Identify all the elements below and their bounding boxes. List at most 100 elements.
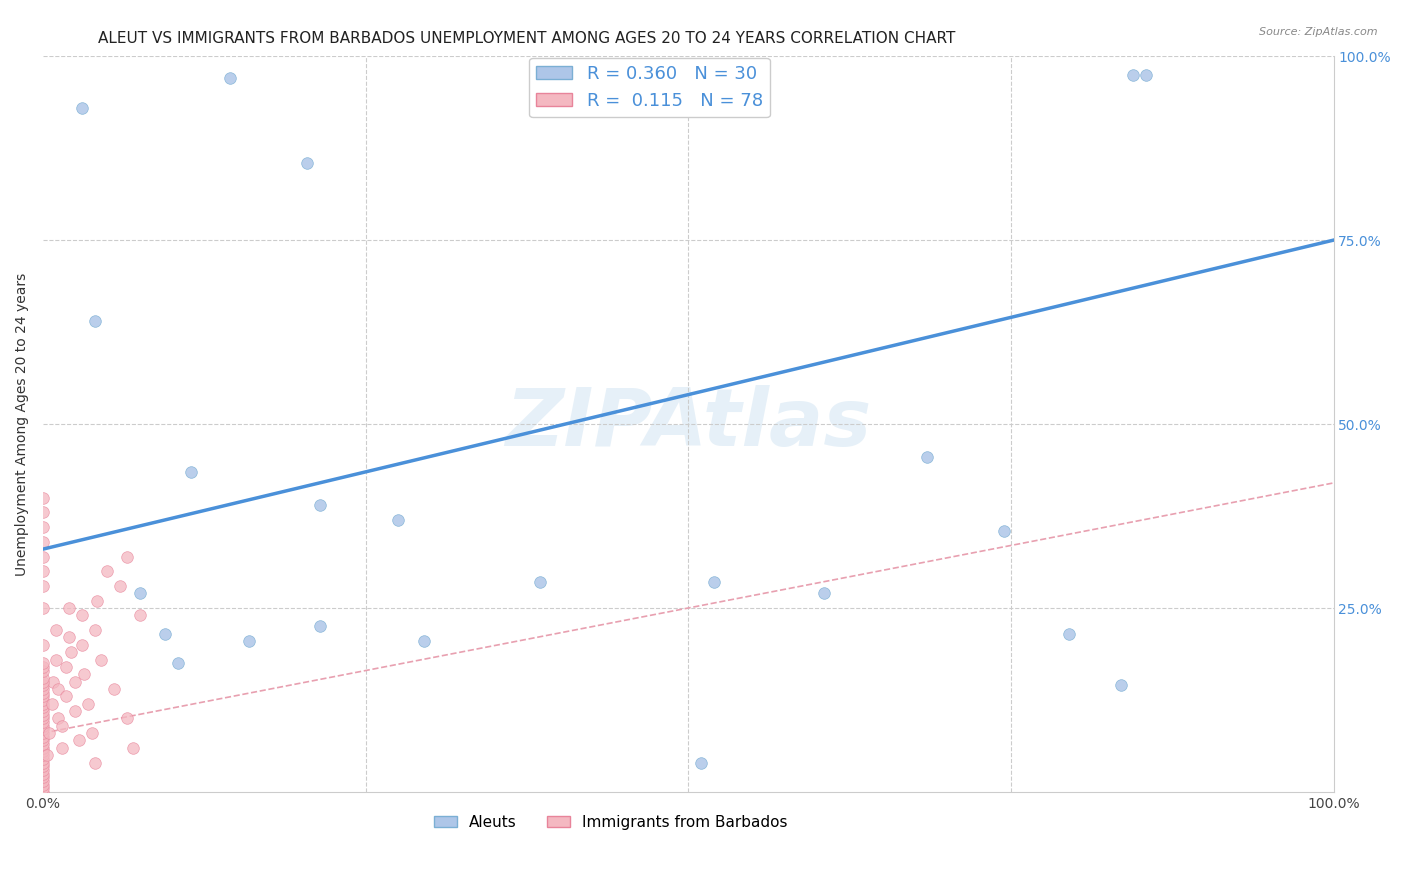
Point bbox=[309, 619, 332, 633]
Point bbox=[32, 763, 55, 777]
Point bbox=[238, 634, 260, 648]
Point bbox=[32, 678, 55, 692]
Point bbox=[67, 733, 90, 747]
Point bbox=[32, 549, 55, 564]
Point bbox=[32, 785, 55, 799]
Point bbox=[32, 700, 55, 714]
Point bbox=[167, 656, 190, 670]
Point bbox=[32, 704, 55, 718]
Point bbox=[32, 714, 55, 729]
Text: Source: ZipAtlas.com: Source: ZipAtlas.com bbox=[1260, 27, 1378, 37]
Point bbox=[77, 697, 100, 711]
Point bbox=[993, 524, 1015, 538]
Point bbox=[813, 586, 835, 600]
Point bbox=[32, 664, 55, 678]
Point bbox=[48, 681, 70, 696]
Point bbox=[309, 498, 332, 512]
Point bbox=[115, 711, 138, 725]
Point bbox=[32, 520, 55, 534]
Point bbox=[42, 674, 65, 689]
Point bbox=[122, 740, 145, 755]
Point bbox=[32, 491, 55, 505]
Point bbox=[70, 608, 93, 623]
Y-axis label: Unemployment Among Ages 20 to 24 years: Unemployment Among Ages 20 to 24 years bbox=[15, 272, 30, 575]
Point bbox=[51, 740, 73, 755]
Point bbox=[83, 623, 105, 637]
Point bbox=[529, 575, 551, 590]
Point bbox=[297, 156, 319, 170]
Point bbox=[80, 726, 103, 740]
Point bbox=[32, 778, 55, 792]
Point bbox=[32, 656, 55, 670]
Point bbox=[32, 781, 55, 796]
Point bbox=[90, 652, 112, 666]
Point bbox=[115, 549, 138, 564]
Point bbox=[128, 586, 150, 600]
Point bbox=[32, 748, 55, 763]
Point bbox=[32, 685, 55, 699]
Point bbox=[387, 513, 409, 527]
Point bbox=[70, 101, 93, 115]
Point bbox=[32, 744, 55, 758]
Point bbox=[32, 638, 55, 652]
Point bbox=[32, 730, 55, 744]
Point bbox=[32, 737, 55, 751]
Point bbox=[32, 770, 55, 784]
Point bbox=[1122, 68, 1144, 82]
Legend: Aleuts, Immigrants from Barbados: Aleuts, Immigrants from Barbados bbox=[427, 809, 794, 836]
Point bbox=[32, 740, 55, 755]
Point bbox=[180, 465, 202, 479]
Point bbox=[1135, 68, 1157, 82]
Point bbox=[55, 690, 77, 704]
Point bbox=[32, 726, 55, 740]
Point bbox=[32, 681, 55, 696]
Point bbox=[96, 564, 118, 578]
Point bbox=[703, 575, 725, 590]
Point bbox=[32, 723, 55, 737]
Point bbox=[55, 660, 77, 674]
Point bbox=[32, 766, 55, 780]
Point bbox=[110, 579, 132, 593]
Point bbox=[915, 450, 938, 465]
Point bbox=[51, 719, 73, 733]
Point bbox=[83, 314, 105, 328]
Point bbox=[35, 748, 58, 763]
Point bbox=[155, 627, 177, 641]
Point bbox=[45, 652, 67, 666]
Point bbox=[103, 681, 125, 696]
Point bbox=[60, 645, 83, 659]
Point bbox=[45, 623, 67, 637]
Point bbox=[73, 667, 96, 681]
Point bbox=[32, 752, 55, 766]
Point bbox=[32, 773, 55, 788]
Point bbox=[58, 601, 80, 615]
Point bbox=[32, 733, 55, 747]
Point bbox=[32, 601, 55, 615]
Point bbox=[70, 638, 93, 652]
Point bbox=[63, 674, 86, 689]
Point bbox=[38, 726, 60, 740]
Point bbox=[32, 579, 55, 593]
Point bbox=[32, 690, 55, 704]
Point bbox=[32, 671, 55, 685]
Text: ALEUT VS IMMIGRANTS FROM BARBADOS UNEMPLOYMENT AMONG AGES 20 TO 24 YEARS CORRELA: ALEUT VS IMMIGRANTS FROM BARBADOS UNEMPL… bbox=[98, 31, 956, 46]
Point bbox=[63, 704, 86, 718]
Point bbox=[32, 693, 55, 707]
Point bbox=[32, 564, 55, 578]
Point bbox=[32, 505, 55, 519]
Point bbox=[219, 71, 242, 86]
Point bbox=[412, 634, 434, 648]
Point bbox=[58, 631, 80, 645]
Point bbox=[32, 660, 55, 674]
Point bbox=[86, 593, 108, 607]
Point bbox=[32, 711, 55, 725]
Point bbox=[32, 756, 55, 770]
Point bbox=[128, 608, 150, 623]
Point bbox=[690, 756, 713, 770]
Point bbox=[32, 697, 55, 711]
Point bbox=[83, 756, 105, 770]
Point bbox=[1057, 627, 1080, 641]
Point bbox=[41, 697, 63, 711]
Point bbox=[32, 719, 55, 733]
Text: ZIPAtlas: ZIPAtlas bbox=[505, 385, 872, 463]
